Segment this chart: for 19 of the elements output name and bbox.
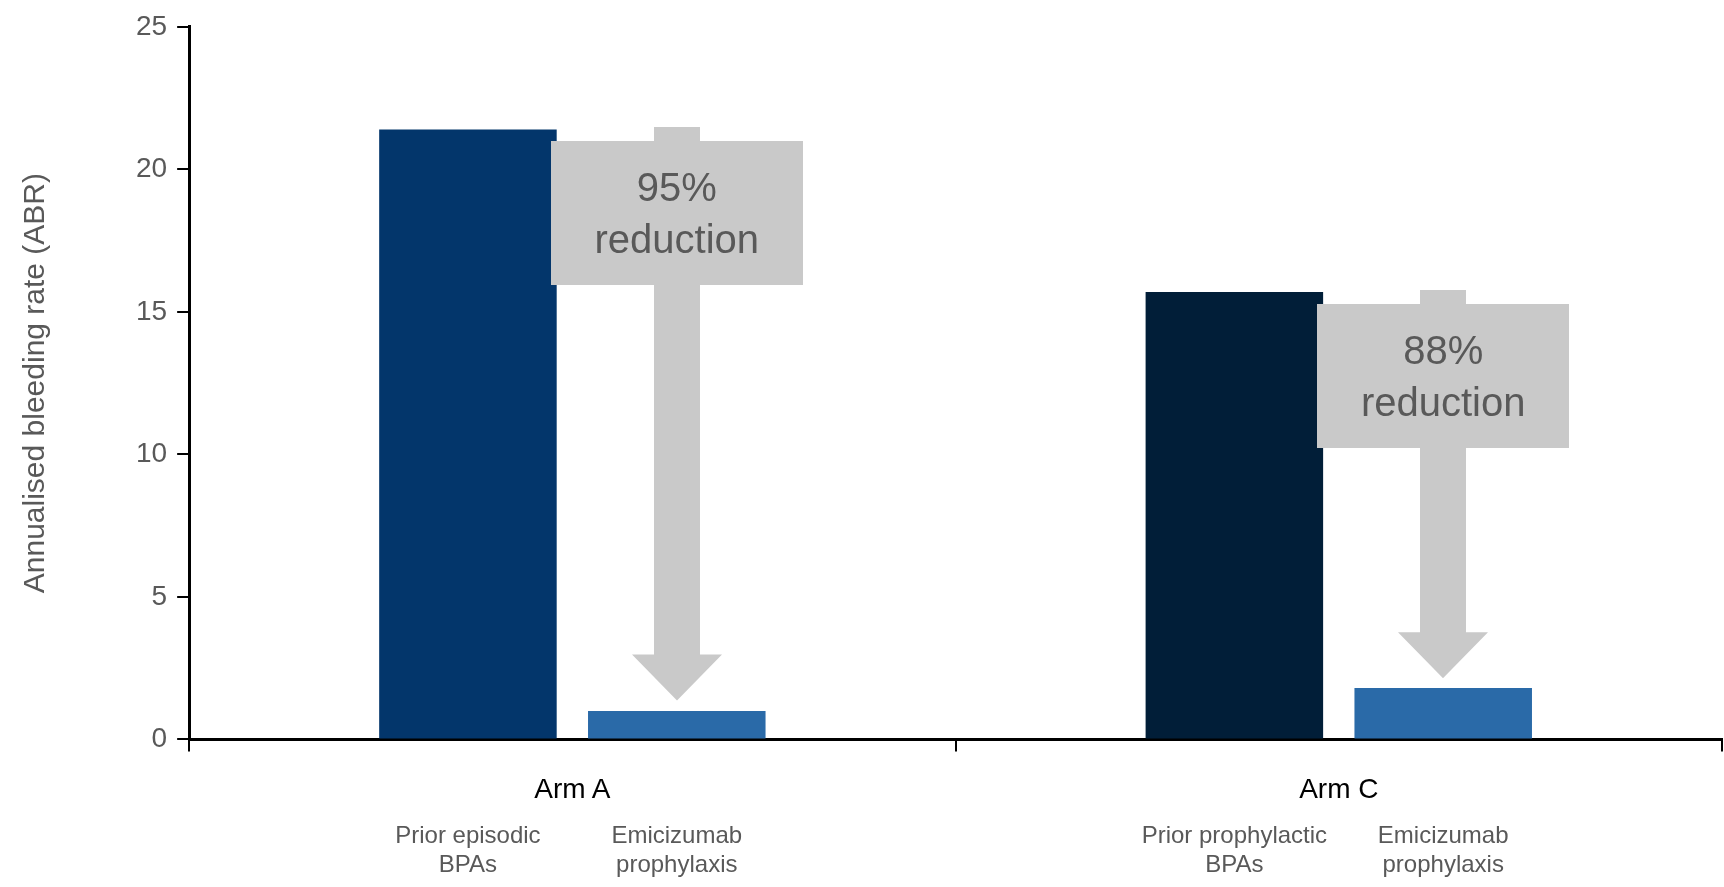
annotation: 88% reduction (1317, 303, 1570, 448)
y-tick-label: 25 (135, 9, 168, 41)
annotation: 95% reduction (550, 141, 803, 286)
y-axis-title: Annualised bleeding rate (ABR) (17, 172, 51, 594)
text: Prior prophylactic BPAs (1140, 821, 1329, 879)
y-tick-label: 5 (151, 579, 168, 611)
x-tick-label: Arm C (1299, 772, 1379, 804)
y-tick-label: 15 (135, 294, 168, 326)
y-tick-label: 0 (151, 722, 168, 754)
bar (1354, 688, 1532, 739)
text: Emicizumab prophylaxis (1376, 821, 1510, 879)
text: Emicizumab prophylaxis (610, 821, 744, 879)
bar (588, 710, 766, 739)
text: Prior episodic BPAs (394, 821, 542, 879)
bar (1145, 291, 1324, 739)
y-tick-label: 10 (135, 437, 168, 469)
x-tick-label: Arm A (534, 772, 611, 804)
y-tick-label: 20 (135, 152, 168, 184)
bar (379, 129, 557, 739)
